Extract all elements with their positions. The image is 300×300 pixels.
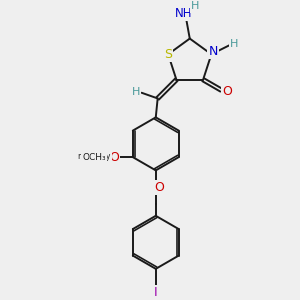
Text: O: O	[109, 151, 119, 164]
Text: N: N	[208, 45, 218, 58]
Text: O: O	[154, 181, 164, 194]
Text: OCH₃: OCH₃	[82, 153, 106, 162]
Text: I: I	[154, 286, 158, 299]
Text: O: O	[222, 85, 232, 98]
Text: methoxy: methoxy	[77, 152, 111, 161]
Text: H: H	[191, 2, 200, 11]
Text: S: S	[164, 48, 172, 61]
Text: H: H	[230, 39, 238, 49]
Text: NH: NH	[174, 7, 192, 20]
Text: H: H	[132, 87, 140, 97]
